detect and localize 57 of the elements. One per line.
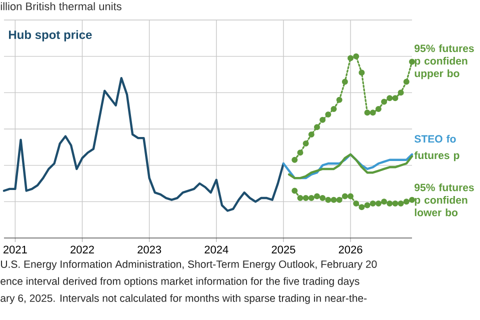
- x-tick-label: 2022: [70, 246, 94, 254]
- point: [364, 202, 370, 208]
- x-tick-label: 2025: [272, 246, 296, 254]
- point: [375, 200, 382, 206]
- point: [358, 204, 365, 210]
- text: Hub spot price: [8, 30, 92, 42]
- point: [292, 188, 298, 194]
- point: [392, 95, 398, 102]
- point: [398, 90, 404, 96]
- point: [314, 193, 320, 200]
- point: [342, 193, 348, 200]
- point: [320, 116, 326, 123]
- point: [370, 110, 376, 116]
- x-tick-label: 2021: [3, 246, 27, 254]
- series-label: 95% futures p confiden lower bo: [414, 183, 474, 216]
- point: [353, 53, 360, 60]
- point: [302, 140, 309, 147]
- point: [325, 111, 332, 118]
- point: [325, 196, 332, 203]
- point: [381, 198, 388, 205]
- point: [348, 193, 354, 200]
- point: [336, 196, 342, 203]
- point: [342, 78, 348, 85]
- point: [314, 124, 320, 130]
- point: [375, 106, 382, 112]
- x-tick-label: 2024: [204, 246, 228, 254]
- point: [386, 95, 393, 102]
- series-label: futures p: [414, 151, 460, 162]
- point: [398, 200, 404, 206]
- point: [297, 195, 304, 202]
- point: [330, 196, 337, 203]
- text: U.S. Energy Information Administration, Short-Term Energy Outlook, February 20: [1, 260, 377, 270]
- point: [392, 200, 398, 206]
- series-label: STEO fo: [414, 134, 456, 143]
- point: [336, 96, 342, 103]
- x-tick-label: 2026: [338, 246, 362, 254]
- point: [348, 55, 354, 62]
- point: [297, 150, 304, 156]
- point: [302, 195, 309, 202]
- point: [330, 106, 337, 112]
- text: ence interval derived from options market information for the five trading days: [0, 277, 360, 287]
- point: [403, 78, 410, 85]
- point: [353, 200, 360, 206]
- point: [364, 110, 370, 116]
- point: [292, 156, 298, 163]
- point: [381, 98, 388, 105]
- point: [403, 198, 410, 205]
- x-tick-label: 2023: [138, 246, 162, 254]
- point: [320, 195, 326, 202]
- point: [358, 70, 365, 76]
- point: [370, 200, 376, 206]
- y-axis-title: illion British thermal units: [0, 2, 122, 10]
- point: [308, 131, 314, 138]
- text: ary 6, 2025. Intervals not calculated for months with sparse trading in near-the-: [0, 294, 367, 304]
- series-label: 95% futures p confiden upper bo: [414, 44, 474, 80]
- point: [386, 200, 393, 206]
- point: [308, 195, 314, 202]
